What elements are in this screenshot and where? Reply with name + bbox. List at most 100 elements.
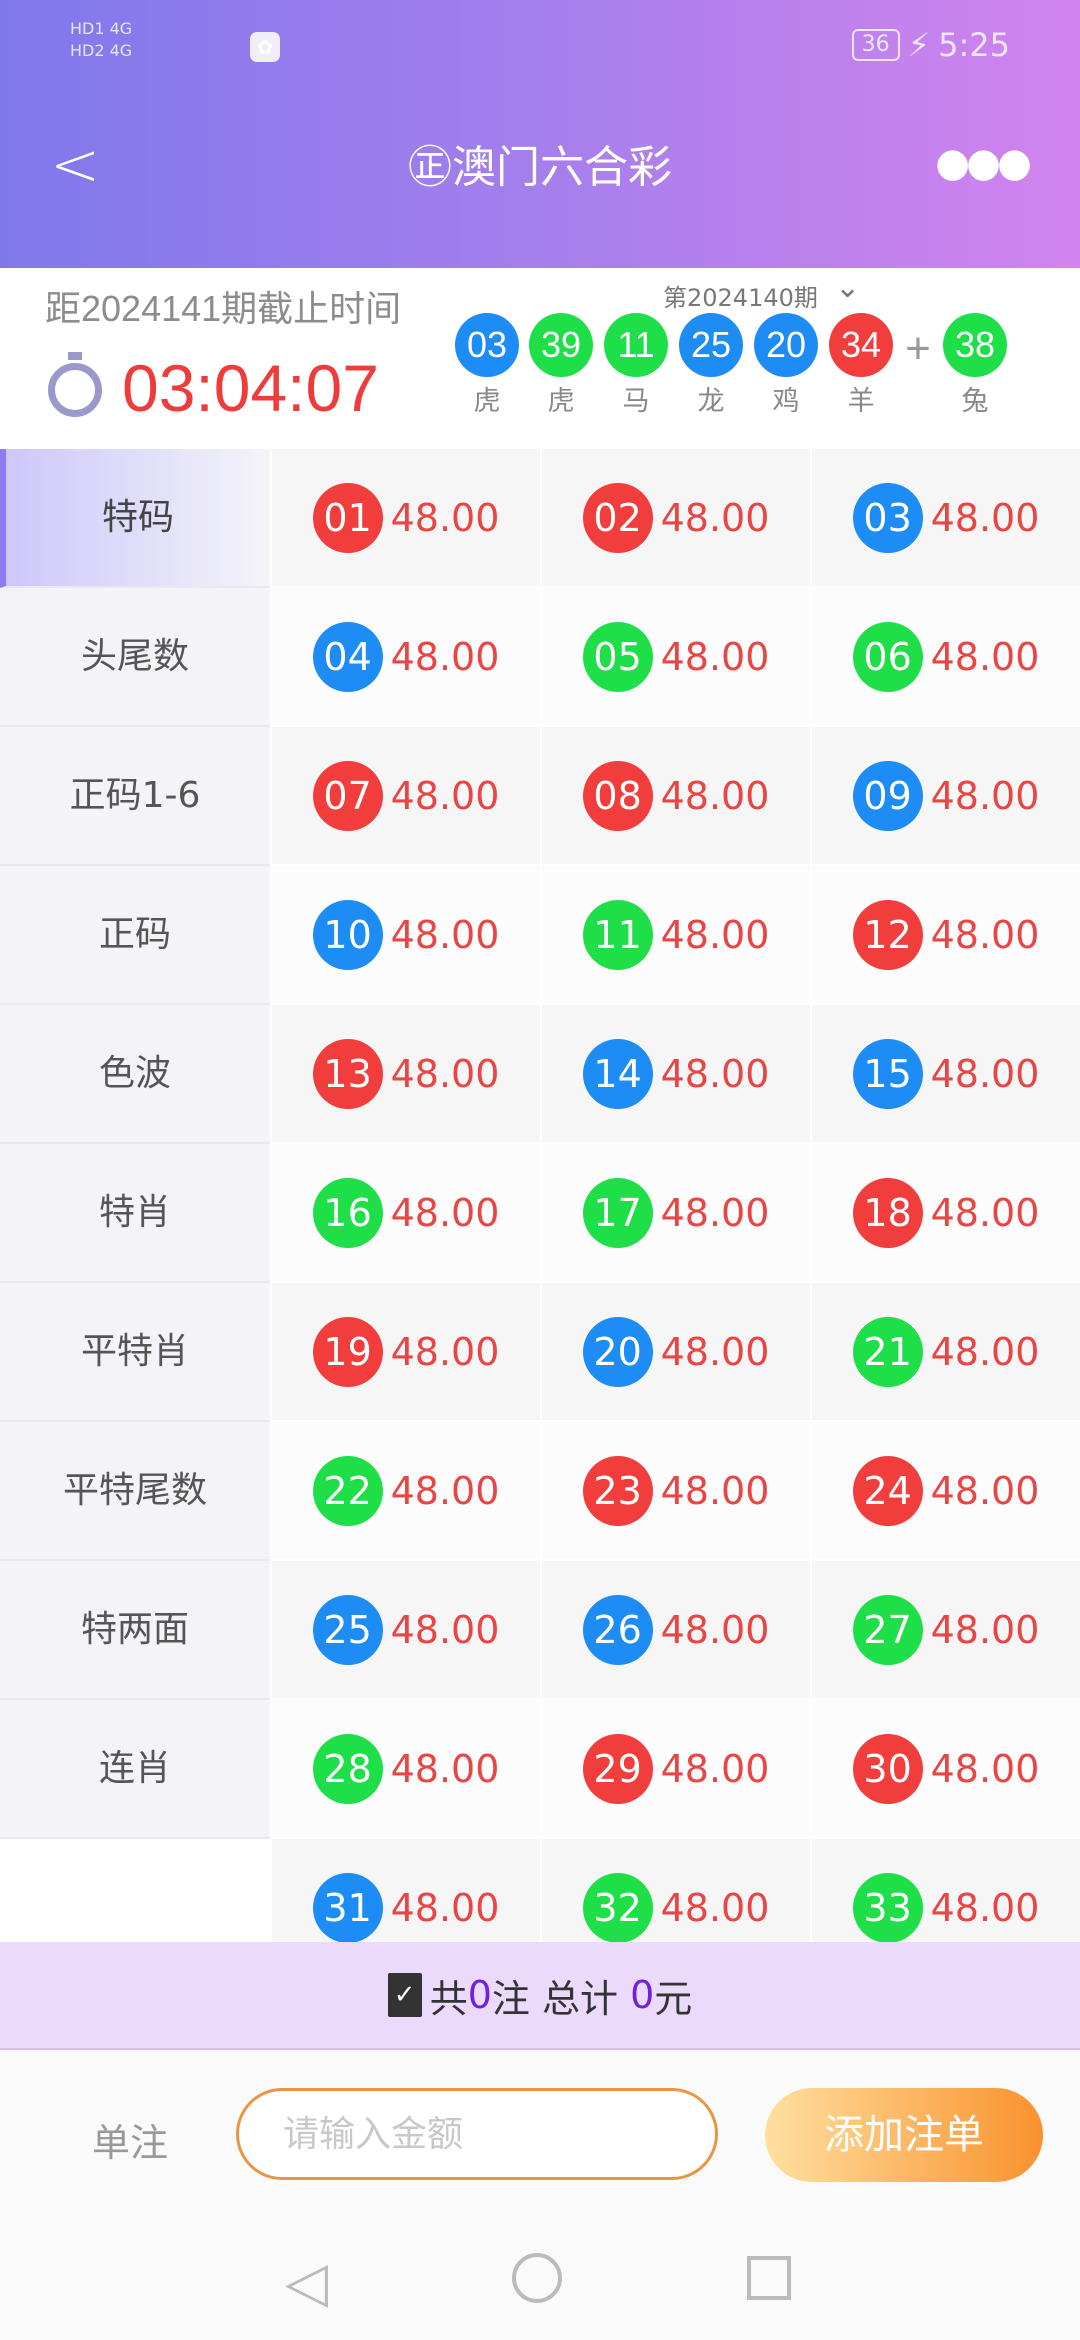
number-ball: 32 (582, 1872, 653, 1942)
number-cell[interactable]: 08 48.00 (542, 727, 810, 864)
number-cell[interactable]: 12 48.00 (812, 866, 1080, 1003)
bet-input-bar: 单注 添加注单 (0, 2050, 1080, 2215)
nav-home-icon[interactable] (512, 2253, 562, 2303)
number-ball: 11 (582, 899, 653, 970)
number-cell[interactable]: 21 48.00 (812, 1283, 1080, 1420)
number-cell[interactable]: 07 48.00 (272, 727, 540, 864)
result-number: 39 (529, 313, 593, 377)
number-cell[interactable]: 17 48.00 (542, 1144, 810, 1281)
number-ball: 29 (582, 1733, 653, 1804)
number-cell[interactable]: 23 48.00 (542, 1422, 810, 1559)
number-cell[interactable]: 16 48.00 (272, 1144, 540, 1281)
number-cell[interactable]: 06 48.00 (812, 588, 1080, 725)
sidebar-item[interactable]: 平特尾数 (0, 1422, 270, 1561)
chevron-down-icon[interactable]: ⌄ (835, 270, 861, 305)
number-ball: 19 (312, 1316, 383, 1387)
odds: 48.00 (660, 1051, 770, 1096)
odds: 48.00 (660, 495, 770, 540)
number-cell[interactable]: 11 48.00 (542, 866, 810, 1003)
number-cell[interactable]: 25 48.00 (272, 1561, 540, 1698)
sidebar-item[interactable]: 特两面 (0, 1561, 270, 1700)
battery-indicator: 36 (851, 29, 900, 61)
odds: 48.00 (930, 1885, 1040, 1930)
back-button[interactable]: < (50, 130, 101, 200)
last-period-select[interactable]: 第2024140期 (663, 284, 818, 312)
number-cell[interactable]: 19 48.00 (272, 1283, 540, 1420)
number-ball: 12 (852, 899, 923, 970)
number-cell[interactable]: 24 48.00 (812, 1422, 1080, 1559)
odds: 48.00 (390, 912, 500, 957)
odds: 48.00 (660, 1746, 770, 1791)
number-cell[interactable]: 29 48.00 (542, 1700, 810, 1837)
number-cell[interactable]: 30 48.00 (812, 1700, 1080, 1837)
number-ball: 13 (312, 1038, 383, 1109)
number-cell[interactable]: 05 48.00 (542, 588, 810, 725)
summary-text: 元 (654, 1976, 693, 2021)
number-ball: 14 (582, 1038, 653, 1109)
plus-sign: + (905, 324, 931, 373)
number-cell[interactable]: 13 48.00 (272, 1005, 540, 1142)
odds: 48.00 (930, 1329, 1040, 1374)
number-ball: 21 (852, 1316, 923, 1387)
number-cell[interactable]: 03 48.00 (812, 449, 1080, 586)
odds: 48.00 (660, 912, 770, 957)
number-ball: 33 (852, 1872, 923, 1942)
number-cell[interactable]: 02 48.00 (542, 449, 810, 586)
app-notification-icon: ✿ (250, 32, 280, 62)
number-cell[interactable]: 28 48.00 (272, 1700, 540, 1837)
number-ball: 06 (852, 621, 923, 692)
odds: 48.00 (660, 1329, 770, 1374)
sidebar-item[interactable]: 平特肖 (0, 1283, 270, 1422)
number-cell[interactable]: 22 48.00 (272, 1422, 540, 1559)
number-ball: 22 (312, 1455, 383, 1526)
number-ball: 17 (582, 1177, 653, 1248)
result-ball: 39 虎 (526, 313, 596, 418)
number-cell[interactable]: 32 48.00 (542, 1839, 810, 1942)
number-cell[interactable]: 01 48.00 (272, 449, 540, 586)
sidebar-item[interactable]: 正码 (0, 866, 270, 1005)
result-ball: 20 鸡 (751, 313, 821, 418)
number-cell[interactable]: 09 48.00 (812, 727, 1080, 864)
number-ball: 09 (852, 760, 923, 831)
sidebar-item[interactable]: 色波 (0, 1005, 270, 1144)
odds: 48.00 (930, 1468, 1040, 1513)
number-ball: 24 (852, 1455, 923, 1526)
odds: 48.00 (660, 1190, 770, 1235)
result-ball: 11 马 (601, 313, 671, 418)
number-cell[interactable]: 33 48.00 (812, 1839, 1080, 1942)
sidebar-item[interactable]: 特肖 (0, 1144, 270, 1283)
number-ball: 23 (582, 1455, 653, 1526)
amount-input[interactable] (236, 2088, 718, 2180)
number-ball: 02 (582, 482, 653, 553)
zodiac-label: 兔 (961, 386, 989, 417)
sidebar-item[interactable]: 特码 (0, 449, 270, 588)
number-ball: 18 (852, 1177, 923, 1248)
number-cell[interactable]: 27 48.00 (812, 1561, 1080, 1698)
number-cell[interactable]: 18 48.00 (812, 1144, 1080, 1281)
number-ball: 25 (312, 1594, 383, 1665)
sidebar-item[interactable]: 头尾数 (0, 588, 270, 727)
sidebar-item[interactable]: 正码1-6 (0, 727, 270, 866)
odds: 48.00 (660, 1468, 770, 1513)
number-cell[interactable]: 04 48.00 (272, 588, 540, 725)
zodiac-label: 虎 (547, 386, 575, 417)
add-bet-button[interactable]: 添加注单 (765, 2088, 1043, 2182)
charging-icon: ⚡ (907, 26, 931, 64)
nav-recents-icon[interactable] (747, 2256, 791, 2300)
number-cell[interactable]: 14 48.00 (542, 1005, 810, 1142)
odds: 48.00 (660, 1885, 770, 1930)
number-ball: 30 (852, 1733, 923, 1804)
result-ball: 38 兔 (940, 313, 1010, 418)
number-cell[interactable]: 10 48.00 (272, 866, 540, 1003)
nav-back-icon[interactable]: ◁ (285, 2250, 329, 2315)
number-cell[interactable]: 20 48.00 (542, 1283, 810, 1420)
more-options-icon[interactable]: ●●● (935, 140, 1032, 186)
sim2-status: HD2 4G (70, 41, 133, 60)
zodiac-label: 龙 (697, 386, 725, 417)
sidebar-item[interactable]: 连肖 (0, 1700, 270, 1839)
number-cell[interactable]: 31 48.00 (272, 1839, 540, 1942)
odds: 48.00 (390, 1468, 500, 1513)
number-cell[interactable]: 15 48.00 (812, 1005, 1080, 1142)
number-cell[interactable]: 26 48.00 (542, 1561, 810, 1698)
